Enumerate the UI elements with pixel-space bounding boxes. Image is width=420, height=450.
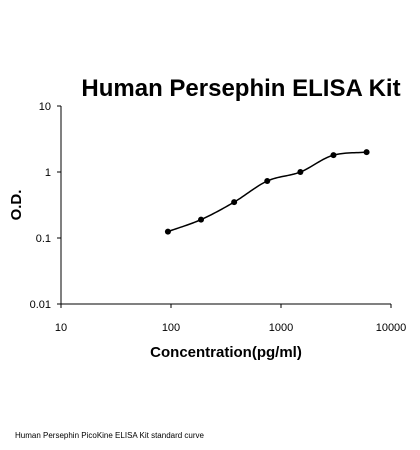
fit-curve: [167, 151, 367, 233]
y-tick-label: 10: [39, 101, 51, 113]
x-tick-label: 1000: [269, 322, 293, 334]
data-point: [264, 178, 271, 185]
footer-caption: Human Persephin PicoKine ELISA Kit stand…: [15, 431, 205, 440]
data-point: [231, 199, 238, 206]
x-axis-label: Concentration(pg/ml): [150, 344, 302, 361]
data-point: [363, 149, 370, 156]
y-axis-label: O.D.: [8, 190, 25, 221]
y-tick-label: 1: [45, 167, 51, 179]
data-point: [164, 228, 171, 235]
data-point: [297, 169, 304, 175]
axes: [60, 106, 391, 305]
chart-title: Human Persephin ELISA Kit: [81, 75, 400, 102]
x-tick-label: 10: [55, 322, 67, 334]
y-tick-label: 0.01: [30, 299, 51, 311]
data-point: [198, 216, 205, 223]
x-tick-label: 10000: [376, 322, 407, 334]
data-points: [164, 149, 370, 235]
data-point: [330, 152, 337, 159]
x-tick-label: 100: [162, 322, 180, 334]
y-tick-label: 0.1: [36, 233, 51, 245]
x-ticks: 10 100 1000 10000: [55, 304, 406, 334]
y-ticks: 0.01 0.1 1 10: [30, 101, 61, 311]
